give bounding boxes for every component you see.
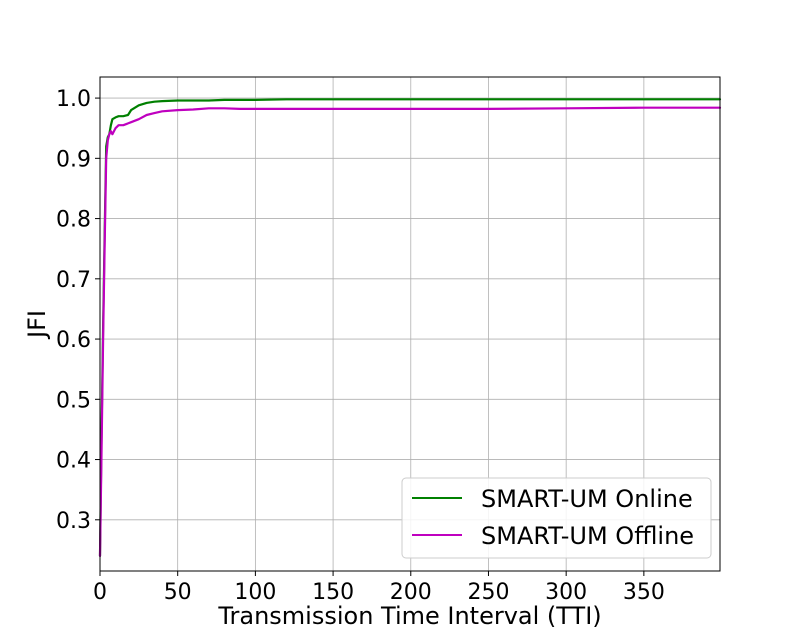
y-tick-label: 1.0 bbox=[56, 87, 91, 112]
x-tick-label: 50 bbox=[164, 580, 192, 605]
grid bbox=[99, 77, 720, 571]
x-tick-label: 250 bbox=[467, 580, 509, 605]
x-tick-label: 100 bbox=[234, 580, 276, 605]
y-tick-label: 0.4 bbox=[56, 449, 91, 474]
series-line-offline bbox=[98, 106, 722, 558]
x-tick-label: 150 bbox=[312, 580, 354, 605]
x-tick-label: 350 bbox=[623, 580, 665, 605]
legend-label-online: SMART-UM Online bbox=[481, 485, 693, 513]
y-tick-label: 0.9 bbox=[56, 147, 91, 172]
y-tick-label: 0.7 bbox=[56, 268, 91, 293]
y-tick-label: 0.6 bbox=[56, 328, 91, 353]
axis-ticks: 0 50 100 150 200 250 300 350 0.3 0.4 0.5 0.6 0.7 0.8 0… bbox=[56, 87, 665, 605]
legend: SMART-UM Online SMART-UM Offline bbox=[401, 477, 712, 559]
plot-area bbox=[98, 98, 722, 558]
x-axis-title: Transmission Time Interval (TTI) bbox=[217, 602, 601, 630]
x-tick-label: 200 bbox=[390, 580, 432, 605]
legend-box bbox=[401, 477, 712, 559]
x-tick-label: 300 bbox=[545, 580, 587, 605]
y-tick-label: 0.5 bbox=[56, 388, 91, 413]
plot-frame bbox=[99, 76, 721, 572]
y-axis-title: JFI bbox=[23, 310, 51, 340]
y-tick-label: 0.8 bbox=[56, 208, 91, 233]
x-tick-label: 0 bbox=[93, 580, 107, 605]
legend-label-offline: SMART-UM Offline bbox=[481, 522, 694, 550]
y-tick-label: 0.3 bbox=[56, 509, 91, 534]
